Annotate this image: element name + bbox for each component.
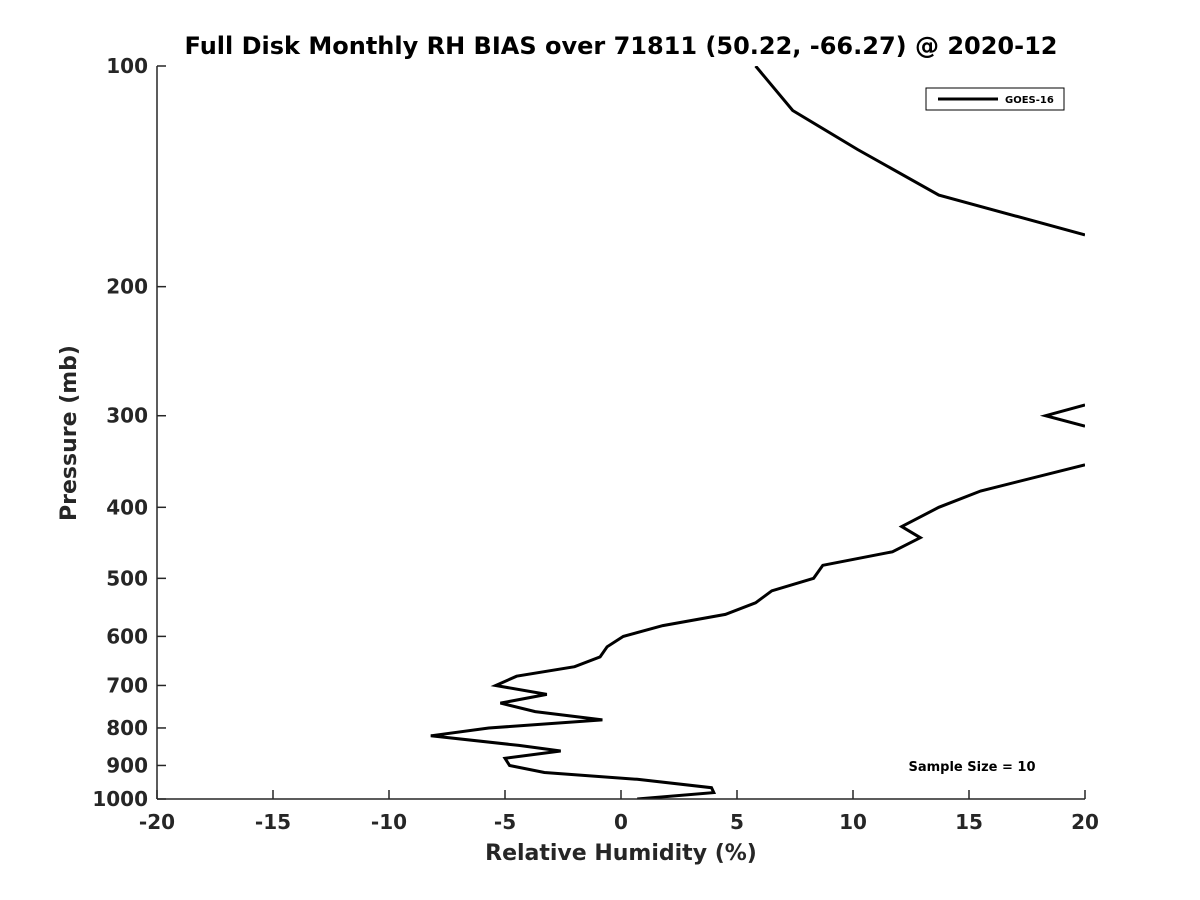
x-tick-label: -15 (255, 810, 291, 834)
y-tick-label: 900 (106, 753, 148, 777)
x-tick-label: -10 (371, 810, 407, 834)
x-tick-label: 20 (1071, 810, 1099, 834)
chart-title: Full Disk Monthly RH BIAS over 71811 (50… (185, 32, 1058, 60)
x-tick-label: -5 (494, 810, 516, 834)
legend-entry-goes-16: GOES-16 (1005, 95, 1054, 106)
y-tick-label: 800 (106, 716, 148, 740)
y-tick-label: 300 (106, 404, 148, 428)
y-tick-label: 700 (106, 673, 148, 697)
y-tick-label: 1000 (92, 787, 148, 811)
plot-area (430, 66, 1085, 799)
x-axis-label: Relative Humidity (%) (485, 841, 757, 866)
y-tick-label: 200 (106, 275, 148, 299)
legend: GOES-16 (925, 87, 1065, 111)
y-tick-label: 400 (106, 495, 148, 519)
y-tick-label: 600 (106, 624, 148, 648)
x-tick-label: 10 (839, 810, 867, 834)
series-line-goes-16-segment-3 (430, 463, 1085, 799)
x-tick-label: 15 (955, 810, 983, 834)
y-axis-label: Pressure (mb) (57, 345, 82, 521)
x-tick-label: -20 (139, 810, 175, 834)
series-line-goes-16-segment-1 (754, 66, 1085, 237)
sample-size-annotation: Sample Size = 10 (908, 760, 1035, 775)
x-tick-label: 0 (614, 810, 628, 834)
series-line-goes-16-segment-2 (1039, 403, 1085, 428)
x-tick-label: 5 (730, 810, 744, 834)
y-tick-label: 100 (106, 54, 148, 78)
axes: -20 -15 -10 -5 0 5 10 15 20 100 200 300 400 500 600 700… (92, 54, 1099, 834)
y-tick-label: 500 (106, 566, 148, 590)
